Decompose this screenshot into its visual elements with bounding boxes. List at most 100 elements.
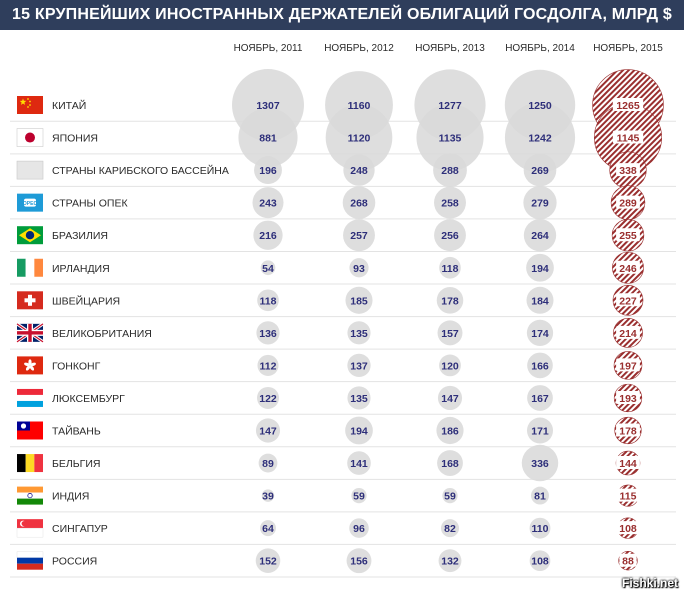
value-label: 256 xyxy=(441,230,459,242)
country-label: СТРАНЫ КАРИБСКОГО БАССЕЙНА xyxy=(52,164,229,177)
value-bubble xyxy=(439,354,461,377)
value-label: 178 xyxy=(441,295,459,307)
value-label: 174 xyxy=(531,328,549,340)
value-label-bg xyxy=(619,553,637,567)
value-bubble xyxy=(347,451,371,475)
india-flag-icon xyxy=(17,486,43,505)
value-bubble xyxy=(436,416,464,445)
value-bubble xyxy=(527,352,553,379)
country-label: ИРЛАНДИЯ xyxy=(52,263,110,275)
brazil-flag-icon xyxy=(17,226,43,245)
value-bubble xyxy=(256,321,280,345)
value-label: 110 xyxy=(532,523,549,535)
value-bubble xyxy=(325,104,393,171)
value-label: 147 xyxy=(441,393,459,405)
value-label: 193 xyxy=(619,393,637,405)
value-label: 88 xyxy=(622,556,634,568)
watermark: Fishki.net xyxy=(621,576,678,590)
belgium-flag-icon xyxy=(17,454,43,473)
value-bubble xyxy=(437,320,463,346)
value-label: 118 xyxy=(442,263,459,275)
value-label: 122 xyxy=(259,393,277,405)
value-bubble xyxy=(437,385,463,411)
value-bubble xyxy=(442,487,458,504)
value-label-bg xyxy=(616,423,640,437)
value-bubble xyxy=(260,520,276,537)
country-label: БЕЛЬГИЯ xyxy=(52,458,101,470)
value-bubble xyxy=(433,153,467,187)
value-bubble xyxy=(260,260,276,276)
value-label: 64 xyxy=(262,523,274,535)
value-label: 194 xyxy=(350,426,368,438)
value-bubble xyxy=(252,187,284,219)
country-label: БРАЗИЛИЯ xyxy=(52,230,108,242)
bubble-chart: НОЯБРЬ, 2011 НОЯБРЬ, 2012 НОЯБРЬ, 2013 НОЯБ… xyxy=(10,43,676,578)
value-bubble xyxy=(529,550,551,572)
value-label-bg xyxy=(616,325,640,339)
value-bubble xyxy=(527,385,553,411)
value-label: 1307 xyxy=(256,100,280,112)
value-bubble xyxy=(416,104,484,172)
value-label-bg xyxy=(616,228,640,242)
value-bubble xyxy=(343,219,375,252)
singapore-flag-icon xyxy=(16,519,44,538)
value-bubble xyxy=(255,418,281,443)
column-header: НОЯБРЬ, 2014 xyxy=(505,43,575,54)
value-label-bg xyxy=(616,456,640,470)
value-label: 216 xyxy=(259,230,277,242)
value-bubble xyxy=(434,186,466,219)
value-label: 279 xyxy=(531,198,549,210)
value-label-bg xyxy=(616,195,640,209)
value-label: 248 xyxy=(350,165,368,177)
japan-flag-icon xyxy=(16,128,44,147)
value-label-bg xyxy=(616,521,640,535)
value-label: 1120 xyxy=(348,133,371,145)
value-label: 336 xyxy=(531,458,549,470)
value-label: 1242 xyxy=(528,133,552,145)
value-label: 1277 xyxy=(438,100,462,112)
value-label: 171 xyxy=(531,426,549,438)
column-header: НОЯБРЬ, 2015 xyxy=(593,43,663,54)
value-label: 118 xyxy=(260,295,277,307)
value-label-bg xyxy=(616,390,640,404)
value-label: 255 xyxy=(619,230,637,242)
value-bubble xyxy=(253,220,283,250)
value-label: 268 xyxy=(350,198,368,210)
value-bubble xyxy=(343,154,375,186)
russia-flag-icon xyxy=(16,551,44,570)
value-label: 135 xyxy=(350,393,368,405)
value-bubble xyxy=(526,253,554,282)
value-label: 1135 xyxy=(439,133,462,145)
value-bubble xyxy=(436,287,464,314)
value-label: 257 xyxy=(350,230,368,242)
value-label-bg xyxy=(616,293,640,307)
luxembourg-flag-icon xyxy=(17,388,43,407)
value-label: 246 xyxy=(619,263,637,275)
value-label: 167 xyxy=(531,393,549,405)
value-label: 186 xyxy=(441,426,459,438)
china-flag-icon xyxy=(17,96,43,114)
value-label: 881 xyxy=(259,133,277,145)
value-label: 54 xyxy=(262,263,274,275)
value-bubble xyxy=(346,548,372,574)
value-label: 258 xyxy=(441,198,459,210)
value-label: 89 xyxy=(262,458,274,470)
value-label: 1250 xyxy=(528,100,552,112)
value-label: 108 xyxy=(619,523,637,535)
value-label: 152 xyxy=(259,556,277,568)
value-label: 137 xyxy=(350,360,368,372)
switzerland-flag-icon xyxy=(17,291,43,310)
ireland-flag-icon xyxy=(17,258,43,277)
value-bubble xyxy=(529,517,551,539)
value-label: 108 xyxy=(531,556,549,568)
value-label: 184 xyxy=(531,295,549,307)
caribbean-flag-icon xyxy=(16,160,44,180)
value-label: 59 xyxy=(444,491,456,503)
value-label: 147 xyxy=(259,426,277,438)
value-label-bg xyxy=(616,163,640,177)
value-label: 93 xyxy=(353,263,365,275)
value-label: 135 xyxy=(350,328,368,340)
value-bubble xyxy=(526,286,554,314)
value-bubble xyxy=(523,186,557,220)
country-label: ГОНКОНГ xyxy=(52,360,101,372)
